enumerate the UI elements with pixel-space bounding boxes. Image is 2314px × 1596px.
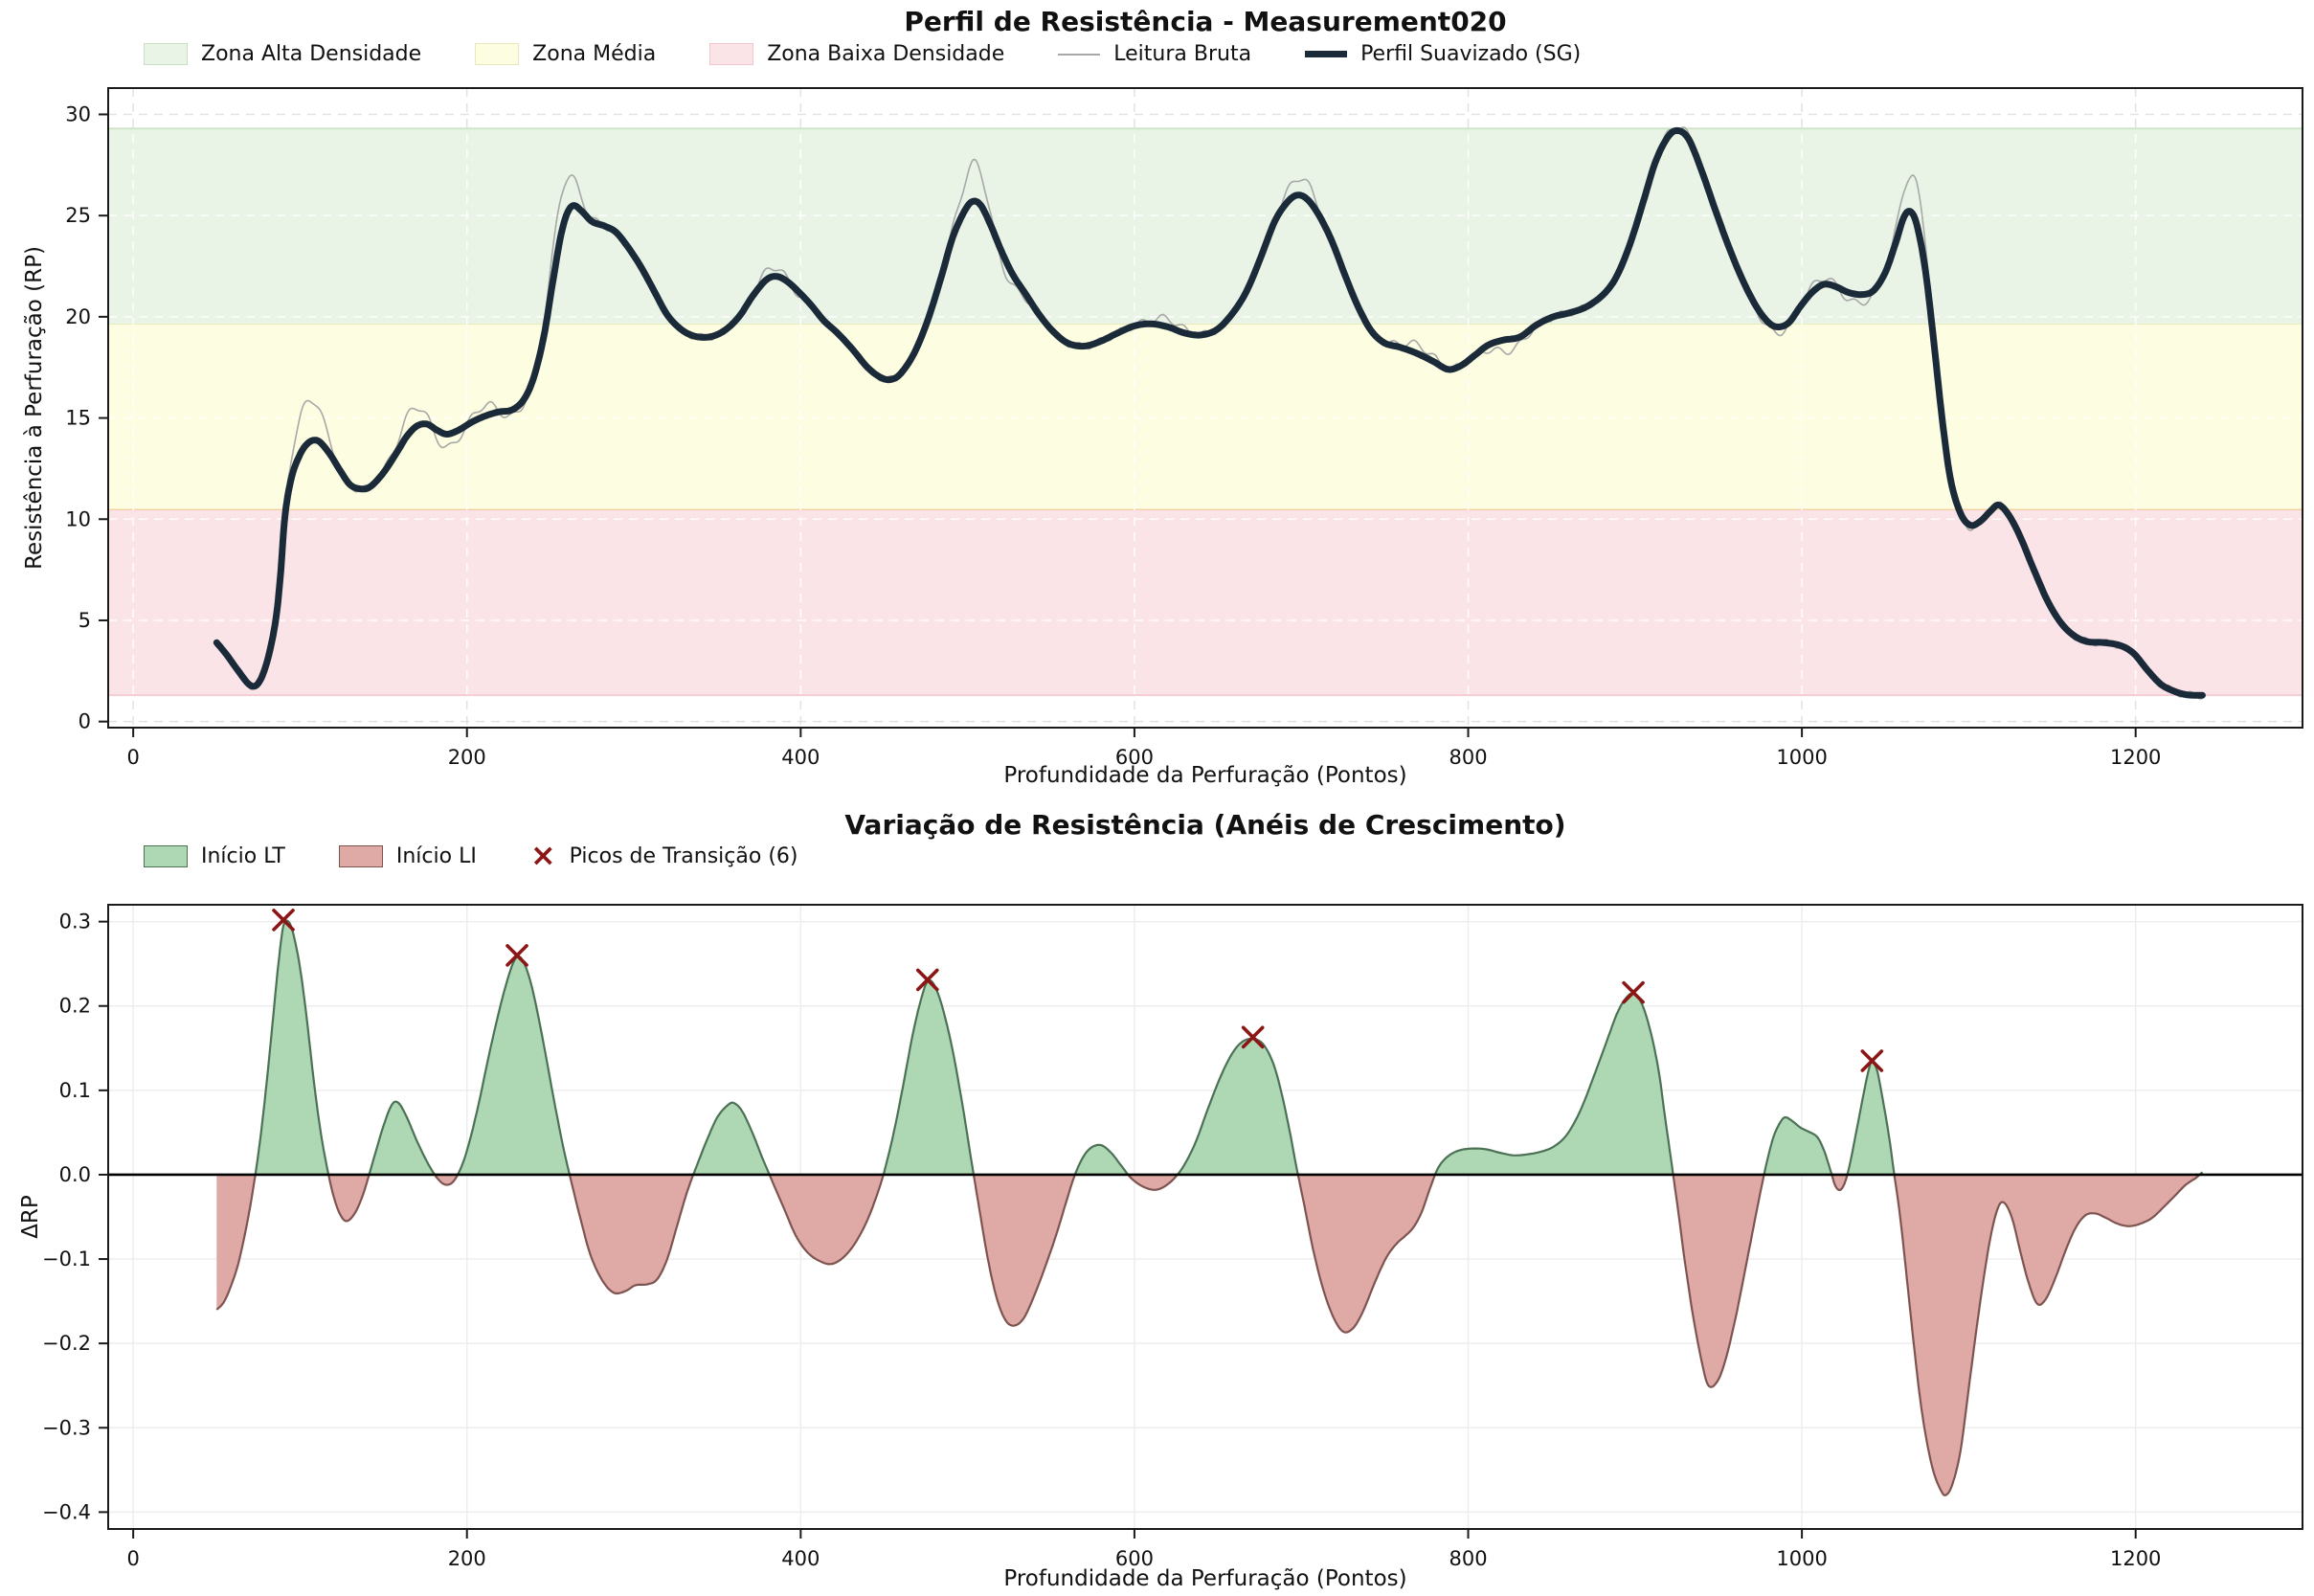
legend-swatch xyxy=(338,845,383,867)
transition-peak-markers xyxy=(272,909,1884,1072)
legend-label: Zona Baixa Densidade xyxy=(767,42,1005,66)
svg-text:10: 10 xyxy=(65,507,91,530)
svg-text:200: 200 xyxy=(448,746,486,769)
top-chart-ylabel: Resistência à Perfuração (RP) xyxy=(22,246,47,570)
bottom-chart-legend: Início LT Início LI × Picos de Transição (6… xyxy=(144,836,798,873)
legend-item-perfil-suavizado-sg-: Perfil Suavizado (SG) xyxy=(1305,42,1581,66)
svg-text:1200: 1200 xyxy=(2110,1547,2161,1570)
bottom-chart-title: Variação de Resistência (Anéis de Cresci… xyxy=(844,809,1566,841)
svg-text:−0.4: −0.4 xyxy=(42,1500,91,1523)
legend-label: Zona Média xyxy=(532,42,657,66)
svg-text:30: 30 xyxy=(65,102,91,125)
svg-text:1200: 1200 xyxy=(2110,746,2161,769)
legend-label: Picos de Transição (6) xyxy=(569,844,798,868)
legend-item-picos-de-transi-o-6-: × Picos de Transição (6) xyxy=(529,836,798,873)
svg-text:400: 400 xyxy=(781,1547,820,1570)
sg-line-path xyxy=(213,126,2206,699)
legend-swatch xyxy=(144,845,188,867)
svg-text:800: 800 xyxy=(1449,1547,1487,1570)
svg-text:0.2: 0.2 xyxy=(59,995,91,1018)
legend-swatch xyxy=(475,43,520,65)
top-chart-xlabel: Profundidade da Perfuração (Pontos) xyxy=(1003,763,1407,788)
legend-item-leitura-bruta: Leitura Bruta xyxy=(1058,42,1251,66)
svg-text:0.1: 0.1 xyxy=(59,1079,91,1102)
svg-text:0.3: 0.3 xyxy=(59,910,91,933)
svg-text:600: 600 xyxy=(1115,746,1154,769)
zone-zona-média xyxy=(108,324,2303,509)
legend-label: Zona Alta Densidade xyxy=(201,42,422,66)
svg-text:0: 0 xyxy=(126,1547,139,1570)
svg-text:0.0: 0.0 xyxy=(59,1163,91,1186)
legend-item-in-cio-li: Início LI xyxy=(338,844,477,868)
top-chart-legend: Zona Alta Densidade Zona Média Zona Baixa … xyxy=(144,42,1581,66)
legend-line-sample xyxy=(1058,53,1101,56)
zone-zona-alta-densidade xyxy=(108,128,2303,325)
legend-swatch xyxy=(709,43,754,65)
svg-text:400: 400 xyxy=(781,746,820,769)
legend-item-in-cio-lt: Início LT xyxy=(144,844,285,868)
x-marker-icon: × xyxy=(529,836,556,873)
delta-area-positive xyxy=(216,920,2203,1175)
svg-text:800: 800 xyxy=(1449,746,1487,769)
delta-area-negative xyxy=(216,1174,2200,1495)
legend-item-zona-m-dia: Zona Média xyxy=(475,42,656,66)
svg-text:5: 5 xyxy=(79,609,91,632)
legend-label: Perfil Suavizado (SG) xyxy=(1360,42,1582,66)
zone-zona-baixa-densidade xyxy=(108,508,2303,696)
svg-text:0: 0 xyxy=(126,746,139,769)
legend-item-zona-alta-densidade: Zona Alta Densidade xyxy=(144,42,421,66)
legend-line-sample xyxy=(1305,51,1348,57)
bottom-chart-ylabel: ΔRP xyxy=(18,1195,43,1239)
bottom-chart-xlabel: Profundidade da Perfuração (Pontos) xyxy=(1003,1566,1407,1591)
svg-text:1000: 1000 xyxy=(1776,1547,1827,1570)
svg-text:−0.1: −0.1 xyxy=(42,1248,91,1270)
legend-label: Leitura Bruta xyxy=(1113,42,1252,66)
svg-text:15: 15 xyxy=(65,407,91,430)
svg-text:−0.2: −0.2 xyxy=(42,1332,91,1355)
svg-text:600: 600 xyxy=(1115,1547,1154,1570)
legend-label: Início LI xyxy=(395,844,477,868)
svg-text:1000: 1000 xyxy=(1776,746,1827,769)
legend-label: Início LT xyxy=(201,844,285,868)
svg-text:200: 200 xyxy=(448,1547,486,1570)
svg-text:0: 0 xyxy=(79,710,91,733)
top-chart-title: Perfil de Resistência - Measurement020 xyxy=(904,6,1507,37)
legend-swatch xyxy=(144,43,188,65)
svg-text:25: 25 xyxy=(65,204,91,227)
svg-text:20: 20 xyxy=(65,305,91,328)
legend-item-zona-baixa-densidade: Zona Baixa Densidade xyxy=(709,42,1004,66)
svg-text:−0.3: −0.3 xyxy=(42,1416,91,1439)
